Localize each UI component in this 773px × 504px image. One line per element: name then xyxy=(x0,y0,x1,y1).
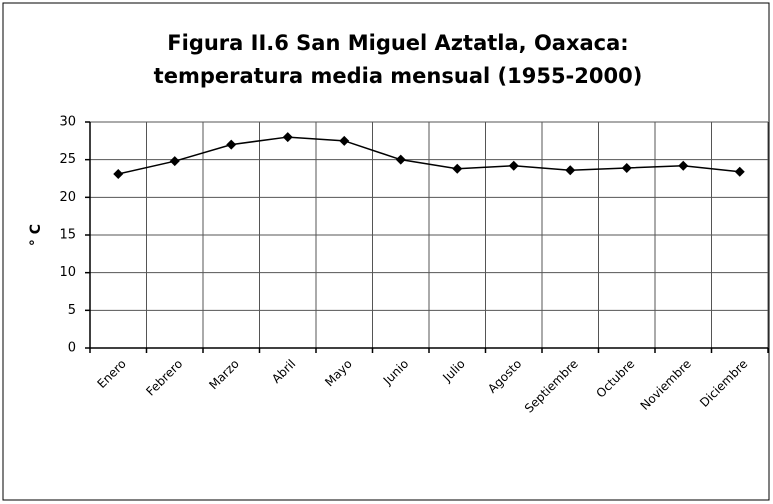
chart-title: temperatura media mensual (1955-2000) xyxy=(154,64,643,88)
point xyxy=(282,132,293,143)
point xyxy=(339,135,350,146)
point xyxy=(734,166,745,177)
point xyxy=(226,139,237,150)
y-tick-label: 30 xyxy=(59,115,76,130)
line xyxy=(118,136,740,175)
chart-title: Figura II.6 San Miguel Aztatla, Oaxaca: xyxy=(167,31,628,55)
y-tick-label: 25 xyxy=(59,152,76,167)
y-axis-label: ° C xyxy=(28,224,44,246)
point xyxy=(452,163,463,174)
y-tick-label: 5 xyxy=(68,303,76,318)
point xyxy=(508,160,519,171)
point xyxy=(113,168,124,179)
point xyxy=(678,160,689,171)
y-tick-label: 10 xyxy=(59,265,76,280)
point xyxy=(621,162,632,173)
point xyxy=(395,154,406,165)
point xyxy=(169,156,180,167)
y-tick-label: 20 xyxy=(59,190,76,205)
point xyxy=(565,165,576,176)
y-tick-label: 15 xyxy=(59,228,76,243)
y-tick-label: 0 xyxy=(68,341,76,356)
